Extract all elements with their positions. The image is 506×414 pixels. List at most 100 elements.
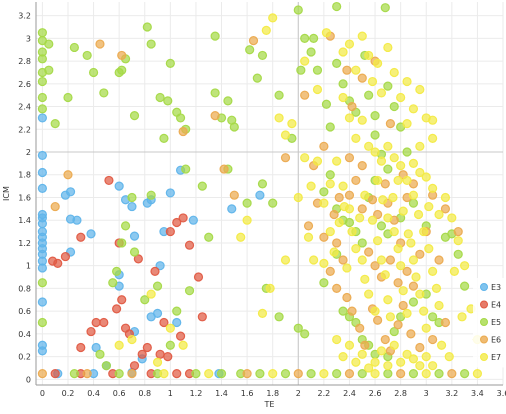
y-tick-label: 0 xyxy=(26,375,31,384)
legend-swatch xyxy=(480,300,488,309)
point-e7 xyxy=(268,369,278,379)
point-e5 xyxy=(460,281,470,291)
point-e6 xyxy=(293,369,303,379)
y-tick-label: 2 xyxy=(26,148,31,157)
point-e7 xyxy=(396,161,406,171)
point-e5 xyxy=(338,79,348,89)
point-e5 xyxy=(117,238,127,248)
point-e7 xyxy=(398,206,408,216)
point-e7 xyxy=(434,209,444,220)
point-e6 xyxy=(428,334,438,345)
point-e5 xyxy=(408,297,419,307)
point-e3 xyxy=(114,181,124,191)
point-e5 xyxy=(223,96,233,106)
point-e5 xyxy=(172,306,182,316)
point-e5 xyxy=(37,104,47,114)
point-e5 xyxy=(210,88,220,98)
point-e5 xyxy=(181,164,191,174)
point-e5 xyxy=(37,54,47,64)
point-e5 xyxy=(383,81,393,91)
point-e5 xyxy=(332,58,342,68)
point-e7 xyxy=(428,361,438,371)
point-e5 xyxy=(306,369,316,379)
point-e5 xyxy=(108,278,118,288)
point-e5 xyxy=(37,278,47,288)
point-e7 xyxy=(344,113,355,123)
point-e7 xyxy=(321,28,332,38)
legend-swatch xyxy=(480,318,488,326)
point-e5 xyxy=(69,42,79,53)
point-e5 xyxy=(146,39,156,49)
point-e7 xyxy=(351,244,361,254)
point-e7 xyxy=(338,92,348,103)
point-e7 xyxy=(406,238,416,248)
point-e7 xyxy=(351,65,361,75)
point-e5 xyxy=(321,99,332,109)
point-e5 xyxy=(127,192,137,203)
point-e5 xyxy=(82,50,92,61)
point-e6 xyxy=(351,175,361,186)
point-e7 xyxy=(428,133,438,143)
point-e3 xyxy=(37,297,47,307)
point-e7 xyxy=(347,226,357,237)
x-tick-label: 1.8 xyxy=(266,389,279,398)
point-e7 xyxy=(421,323,431,333)
point-e7 xyxy=(408,255,419,265)
point-e7 xyxy=(351,357,361,367)
y-tick-label: 1.6 xyxy=(18,193,31,202)
point-e7 xyxy=(364,141,374,151)
point-e5 xyxy=(229,122,239,132)
point-e6 xyxy=(82,369,92,379)
point-e5 xyxy=(280,369,291,379)
point-e7 xyxy=(383,213,393,223)
point-e7 xyxy=(424,201,434,212)
point-e7 xyxy=(376,156,387,166)
y-tick-label: 1.2 xyxy=(18,239,31,248)
point-e7 xyxy=(364,363,374,373)
point-e6 xyxy=(329,209,339,220)
point-e4 xyxy=(133,254,143,264)
point-e7 xyxy=(389,226,399,237)
point-e7 xyxy=(393,244,403,254)
x-tick-label: 0.4 xyxy=(87,389,100,398)
point-e7 xyxy=(389,67,399,78)
point-e4 xyxy=(129,361,140,371)
point-e7 xyxy=(319,198,329,208)
point-e7 xyxy=(396,261,406,271)
point-e5 xyxy=(114,369,124,379)
point-e5 xyxy=(204,232,214,242)
point-e6 xyxy=(415,342,425,353)
point-e5 xyxy=(112,266,122,276)
point-e7 xyxy=(389,340,399,350)
point-e5 xyxy=(434,369,444,379)
data-points xyxy=(37,1,483,379)
point-e7 xyxy=(408,158,419,168)
x-tick-label: 2.4 xyxy=(343,389,356,398)
point-e4 xyxy=(172,369,182,379)
point-e7 xyxy=(436,340,447,350)
point-e7 xyxy=(342,263,352,273)
point-e4 xyxy=(175,331,186,341)
point-e7 xyxy=(453,236,463,246)
point-e7 xyxy=(383,141,393,151)
point-e5 xyxy=(37,317,47,328)
point-e5 xyxy=(312,65,323,75)
point-e5 xyxy=(37,28,47,38)
point-e5 xyxy=(216,369,227,379)
point-e7 xyxy=(360,190,370,200)
point-e4 xyxy=(184,240,195,250)
point-e5 xyxy=(274,312,284,322)
point-e5 xyxy=(268,198,278,208)
point-e7 xyxy=(261,25,271,36)
point-e5 xyxy=(428,312,438,322)
point-e3 xyxy=(172,317,182,328)
point-e6 xyxy=(357,161,367,171)
x-tick-label: 0.6 xyxy=(113,389,126,398)
point-e6 xyxy=(402,266,412,276)
point-e5 xyxy=(274,90,284,100)
point-e5 xyxy=(389,326,399,337)
point-e7 xyxy=(447,213,457,223)
point-e7 xyxy=(165,323,175,333)
x-tick-label: 0.8 xyxy=(138,389,151,398)
